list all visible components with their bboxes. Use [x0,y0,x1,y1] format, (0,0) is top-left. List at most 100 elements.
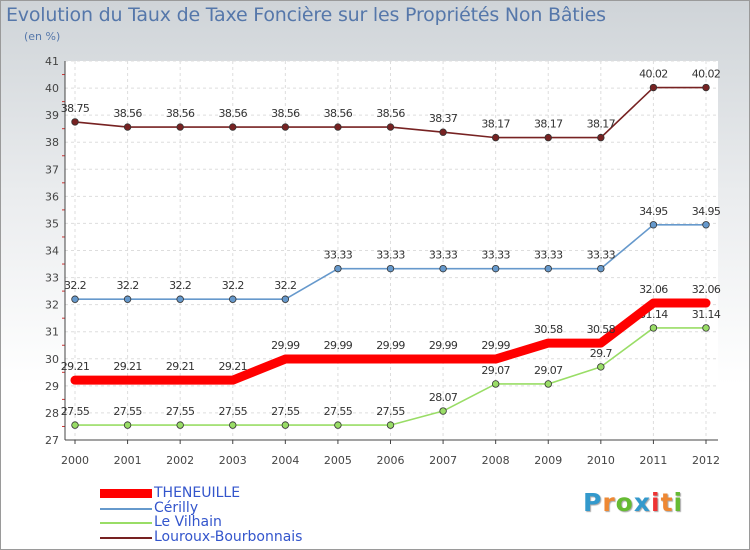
legend-swatch [100,507,152,510]
logo-letter: i [651,488,661,517]
y-tick-label: 41 [45,55,59,68]
logo-letter: x [633,488,651,517]
x-tick-label: 2011 [639,454,667,467]
data-point [597,264,605,273]
data-label: 29.99 [271,339,300,352]
data-label: 29.99 [324,339,353,352]
data-point [702,324,710,332]
data-label: 32.2 [169,279,191,292]
legend-label: Cérilly [154,499,199,516]
data-label: 31.14 [692,308,721,321]
x-tick-label: 2005 [324,454,352,467]
data-label: 32.06 [692,283,721,296]
data-label: 40.02 [639,68,668,81]
data-point [386,264,395,273]
data-point [597,363,605,371]
y-tick-label: 32 [45,299,59,312]
data-point [176,421,184,429]
data-label: 40.02 [692,68,721,81]
y-tick-label: 37 [45,163,59,176]
y-tick-label: 38 [45,136,59,149]
legend-swatch [100,536,152,539]
data-point [491,133,500,142]
data-label: 33.33 [587,249,616,262]
data-label: 33.33 [324,249,353,262]
y-tick-label: 36 [45,190,59,203]
logo-letter: t [660,488,674,517]
data-point [229,295,237,303]
data-point [649,324,658,332]
y-axis-unit: (en %) [24,30,61,43]
data-point [386,123,395,131]
data-label: 38.17 [481,118,510,131]
data-label: 38.17 [587,118,616,131]
data-label: 29.07 [534,364,563,377]
x-tick-label: 2010 [587,454,615,467]
data-label: 34.95 [692,205,721,218]
data-label: 38.56 [324,107,353,120]
x-tick-label: 2001 [114,454,142,467]
data-point [334,421,342,429]
y-tick-label: 39 [45,109,59,122]
data-label: 32.2 [117,279,139,292]
y-tick-label: 33 [45,272,59,285]
data-label: 29.21 [113,360,142,373]
data-label: 33.33 [429,249,458,262]
data-point [176,123,184,131]
data-point [71,421,79,429]
data-label: 29.99 [481,339,510,352]
data-label: 27.55 [324,405,353,418]
data-point [71,118,79,126]
data-point [123,123,132,131]
data-label: 38.56 [219,107,248,120]
data-label: 38.75 [61,102,90,115]
x-tick-label: 2003 [219,454,247,467]
data-label: 27.55 [113,405,142,418]
proxiti-logo: Proxiti [583,488,683,517]
chart-title: Evolution du Taux de Taxe Foncière sur l… [6,4,606,26]
data-point [281,295,290,303]
data-point [544,264,552,273]
data-label: 29.99 [429,339,458,352]
legend-item: Louroux-Bourbonnais [100,529,400,545]
logo-letter: r [602,488,616,517]
data-point [649,83,658,92]
x-tick-label: 2012 [692,454,720,467]
data-label: 27.55 [166,405,195,418]
x-tick-label: 2008 [482,454,510,467]
data-point [386,421,395,429]
data-label: 29.21 [166,360,195,373]
data-label: 38.56 [113,107,142,120]
logo-letter: o [615,488,634,517]
data-label: 38.56 [271,107,300,120]
y-tick-label: 27 [45,434,59,447]
data-label: 33.33 [481,249,510,262]
data-point [281,421,290,429]
data-point [439,407,447,415]
y-tick-label: 28 [45,407,59,420]
data-label: 30.58 [534,323,563,336]
data-label: 28.07 [429,391,458,404]
data-point [597,133,605,142]
data-point [71,295,79,303]
data-label: 34.95 [639,205,668,218]
y-tick-label: 29 [45,380,59,393]
legend-swatch [100,489,152,498]
data-point [649,221,658,229]
data-point [544,133,552,142]
data-point [229,123,237,131]
data-point [123,295,132,303]
legend-swatch [100,522,152,524]
data-label: 38.17 [534,118,563,131]
data-point [281,123,290,131]
data-label: 27.55 [219,405,248,418]
y-tick-label: 34 [45,245,59,258]
data-point [702,221,710,229]
data-label: 27.55 [61,405,90,418]
legend-label: THENEUILLE [154,485,241,501]
y-tick-label: 31 [45,326,59,339]
data-label: 29.7 [590,347,613,360]
x-tick-label: 2007 [429,454,457,467]
data-point [439,128,447,136]
